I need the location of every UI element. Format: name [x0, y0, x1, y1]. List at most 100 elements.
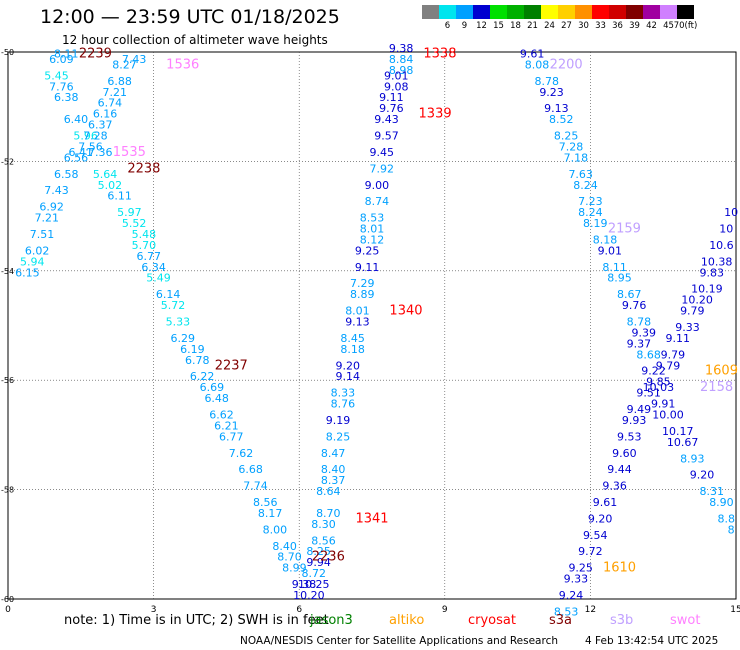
color-scale-label: 70(ft) — [673, 21, 698, 31]
wave-height-point: 6.11 — [107, 190, 132, 203]
wave-height-point: 7.76 — [49, 80, 74, 93]
color-scale-swatch — [643, 5, 660, 19]
color-scale-bin: 9 — [456, 5, 473, 31]
wave-height-point: 9.33 — [675, 321, 700, 334]
track-time-label: 1610 — [603, 561, 636, 576]
wave-height-point: 8.70 — [277, 551, 302, 564]
color-scale-label: 6 — [444, 21, 451, 31]
track-time-label: 1536 — [166, 57, 199, 72]
wave-height-point: 8.90 — [709, 496, 734, 509]
wave-height-point: 8.93 — [680, 452, 705, 465]
wave-height-point: 8.89 — [350, 288, 375, 301]
satellite-cryosat: cryosat — [468, 613, 516, 628]
color-scale-swatch — [660, 5, 677, 19]
track-time-label: 2200 — [550, 57, 583, 72]
wave-height-point: 9.38 — [292, 578, 317, 591]
wave-height-point: 8.45 — [340, 332, 365, 345]
track-time-label: 1535 — [113, 145, 146, 160]
wave-height-point: 10.20 — [293, 589, 325, 602]
wave-height-point: 10.20 — [681, 294, 713, 307]
satellite-s3a: s3a — [549, 613, 573, 628]
color-scale-label: 15 — [493, 21, 504, 31]
color-scale-swatch — [439, 5, 456, 19]
track-time-label: 2158 — [700, 380, 733, 395]
wave-height-point: 8.52 — [549, 113, 574, 126]
wave-height-point: 7.18 — [564, 151, 589, 164]
wave-height-point: 8.19 — [583, 217, 608, 230]
color-scale-bin: 27 — [558, 5, 575, 31]
color-scale-swatch — [575, 5, 592, 19]
y-tick-label: -52 — [1, 157, 14, 166]
y-tick-label: -58 — [1, 486, 14, 495]
wave-height-point: 8.78 — [627, 316, 652, 329]
wave-height-point: 9.38 — [389, 42, 414, 55]
color-scale-swatch — [609, 5, 626, 19]
wave-height-point: 10.19 — [691, 283, 723, 296]
wave-height-point: 9.76 — [622, 299, 647, 312]
color-scale-label: 21 — [527, 21, 538, 31]
wave-height-point: 9.94 — [306, 556, 331, 569]
wave-height-point: 6.77 — [219, 430, 244, 443]
track-time-label: 1339 — [419, 107, 452, 122]
color-scale-swatch — [592, 5, 609, 19]
wave-height-point: 9.72 — [578, 545, 603, 558]
color-scale-bin: 24 — [541, 5, 558, 31]
wave-height-point: 6.58 — [54, 168, 79, 181]
wave-height-point: 9.08 — [384, 80, 409, 93]
wave-height-point: 7.23 — [578, 195, 603, 208]
wave-height-point: 9.01 — [384, 69, 409, 82]
track-time-label: 1340 — [389, 304, 422, 319]
color-scale-label: 45 — [663, 21, 674, 31]
color-scale-bin: 15 — [490, 5, 507, 31]
x-tick-label: 6 — [296, 605, 302, 615]
wave-height-point: 6.15 — [15, 266, 40, 279]
page-subtitle: 12 hour collection of altimeter wave hei… — [62, 33, 328, 47]
wave-height-point: 8.24 — [578, 206, 603, 219]
wave-height-point: 8.01 — [345, 305, 370, 318]
track-time-label: 2238 — [127, 161, 160, 176]
wave-height-point: 5.49 — [146, 272, 171, 285]
wave-height-point: 10.25 — [298, 578, 330, 591]
color-scale-legend: 36912151821242730333639424570(ft) — [422, 5, 697, 31]
wave-height-point: 9.36 — [602, 480, 627, 493]
wave-height-point: 6.02 — [25, 244, 50, 257]
wave-height-point: 6.48 — [204, 392, 229, 405]
color-scale-label: 33 — [595, 21, 606, 31]
wave-height-point: 8.12 — [360, 233, 385, 246]
color-scale-swatch — [490, 5, 507, 19]
wave-height-point: 10.17 — [662, 425, 694, 438]
wave-height-point: 8.95 — [607, 272, 632, 285]
color-scale-label: 12 — [476, 21, 487, 31]
wave-height-point: 8.25 — [306, 545, 331, 558]
wave-height-point: 8.17 — [258, 507, 283, 520]
wave-height-point: 6.40 — [64, 113, 89, 126]
wave-height-point: 9.11 — [355, 261, 380, 274]
wave-height-point: 5.64 — [93, 168, 118, 181]
wave-height-point: 9.61 — [520, 47, 545, 60]
wave-height-point: 8.18 — [593, 233, 618, 246]
wave-height-point: 6.29 — [170, 332, 195, 345]
wave-height-point: 9.83 — [699, 266, 724, 279]
wave-height-point: 9.25 — [355, 244, 380, 257]
wave-height-point: 8.25 — [554, 130, 579, 143]
wave-height-point: 8.68 — [636, 348, 661, 361]
wave-height-point: 9.61 — [593, 496, 618, 509]
wave-height-point: 8.53 — [360, 212, 385, 225]
wave-height-point: 8.40 — [272, 540, 297, 553]
color-scale-bin: 21 — [524, 5, 541, 31]
wave-height-point: 5.02 — [98, 179, 123, 192]
plot-frame — [7, 51, 737, 600]
color-scale-bin: 45 — [660, 5, 677, 31]
wave-height-point: 7.28 — [559, 140, 584, 153]
color-scale-bin: 70(ft) — [674, 5, 697, 31]
wave-height-point: 8.56 — [253, 496, 278, 509]
wave-height-point: 9.79 — [656, 359, 681, 372]
wave-height-point: 5.45 — [44, 69, 69, 82]
color-scale-bin: 39 — [626, 5, 643, 31]
wave-height-point: 7.43 — [44, 184, 69, 197]
footer-note: note: 1) Time is in UTC; 2) SWH is in fe… — [64, 613, 329, 628]
wave-height-point: 9.23 — [539, 86, 564, 99]
wave-height-point: 5.48 — [132, 228, 157, 241]
page-title: 12:00 — 23:59 UTC 01/18/2025 — [40, 6, 340, 28]
wave-height-point: 7.29 — [350, 277, 375, 290]
